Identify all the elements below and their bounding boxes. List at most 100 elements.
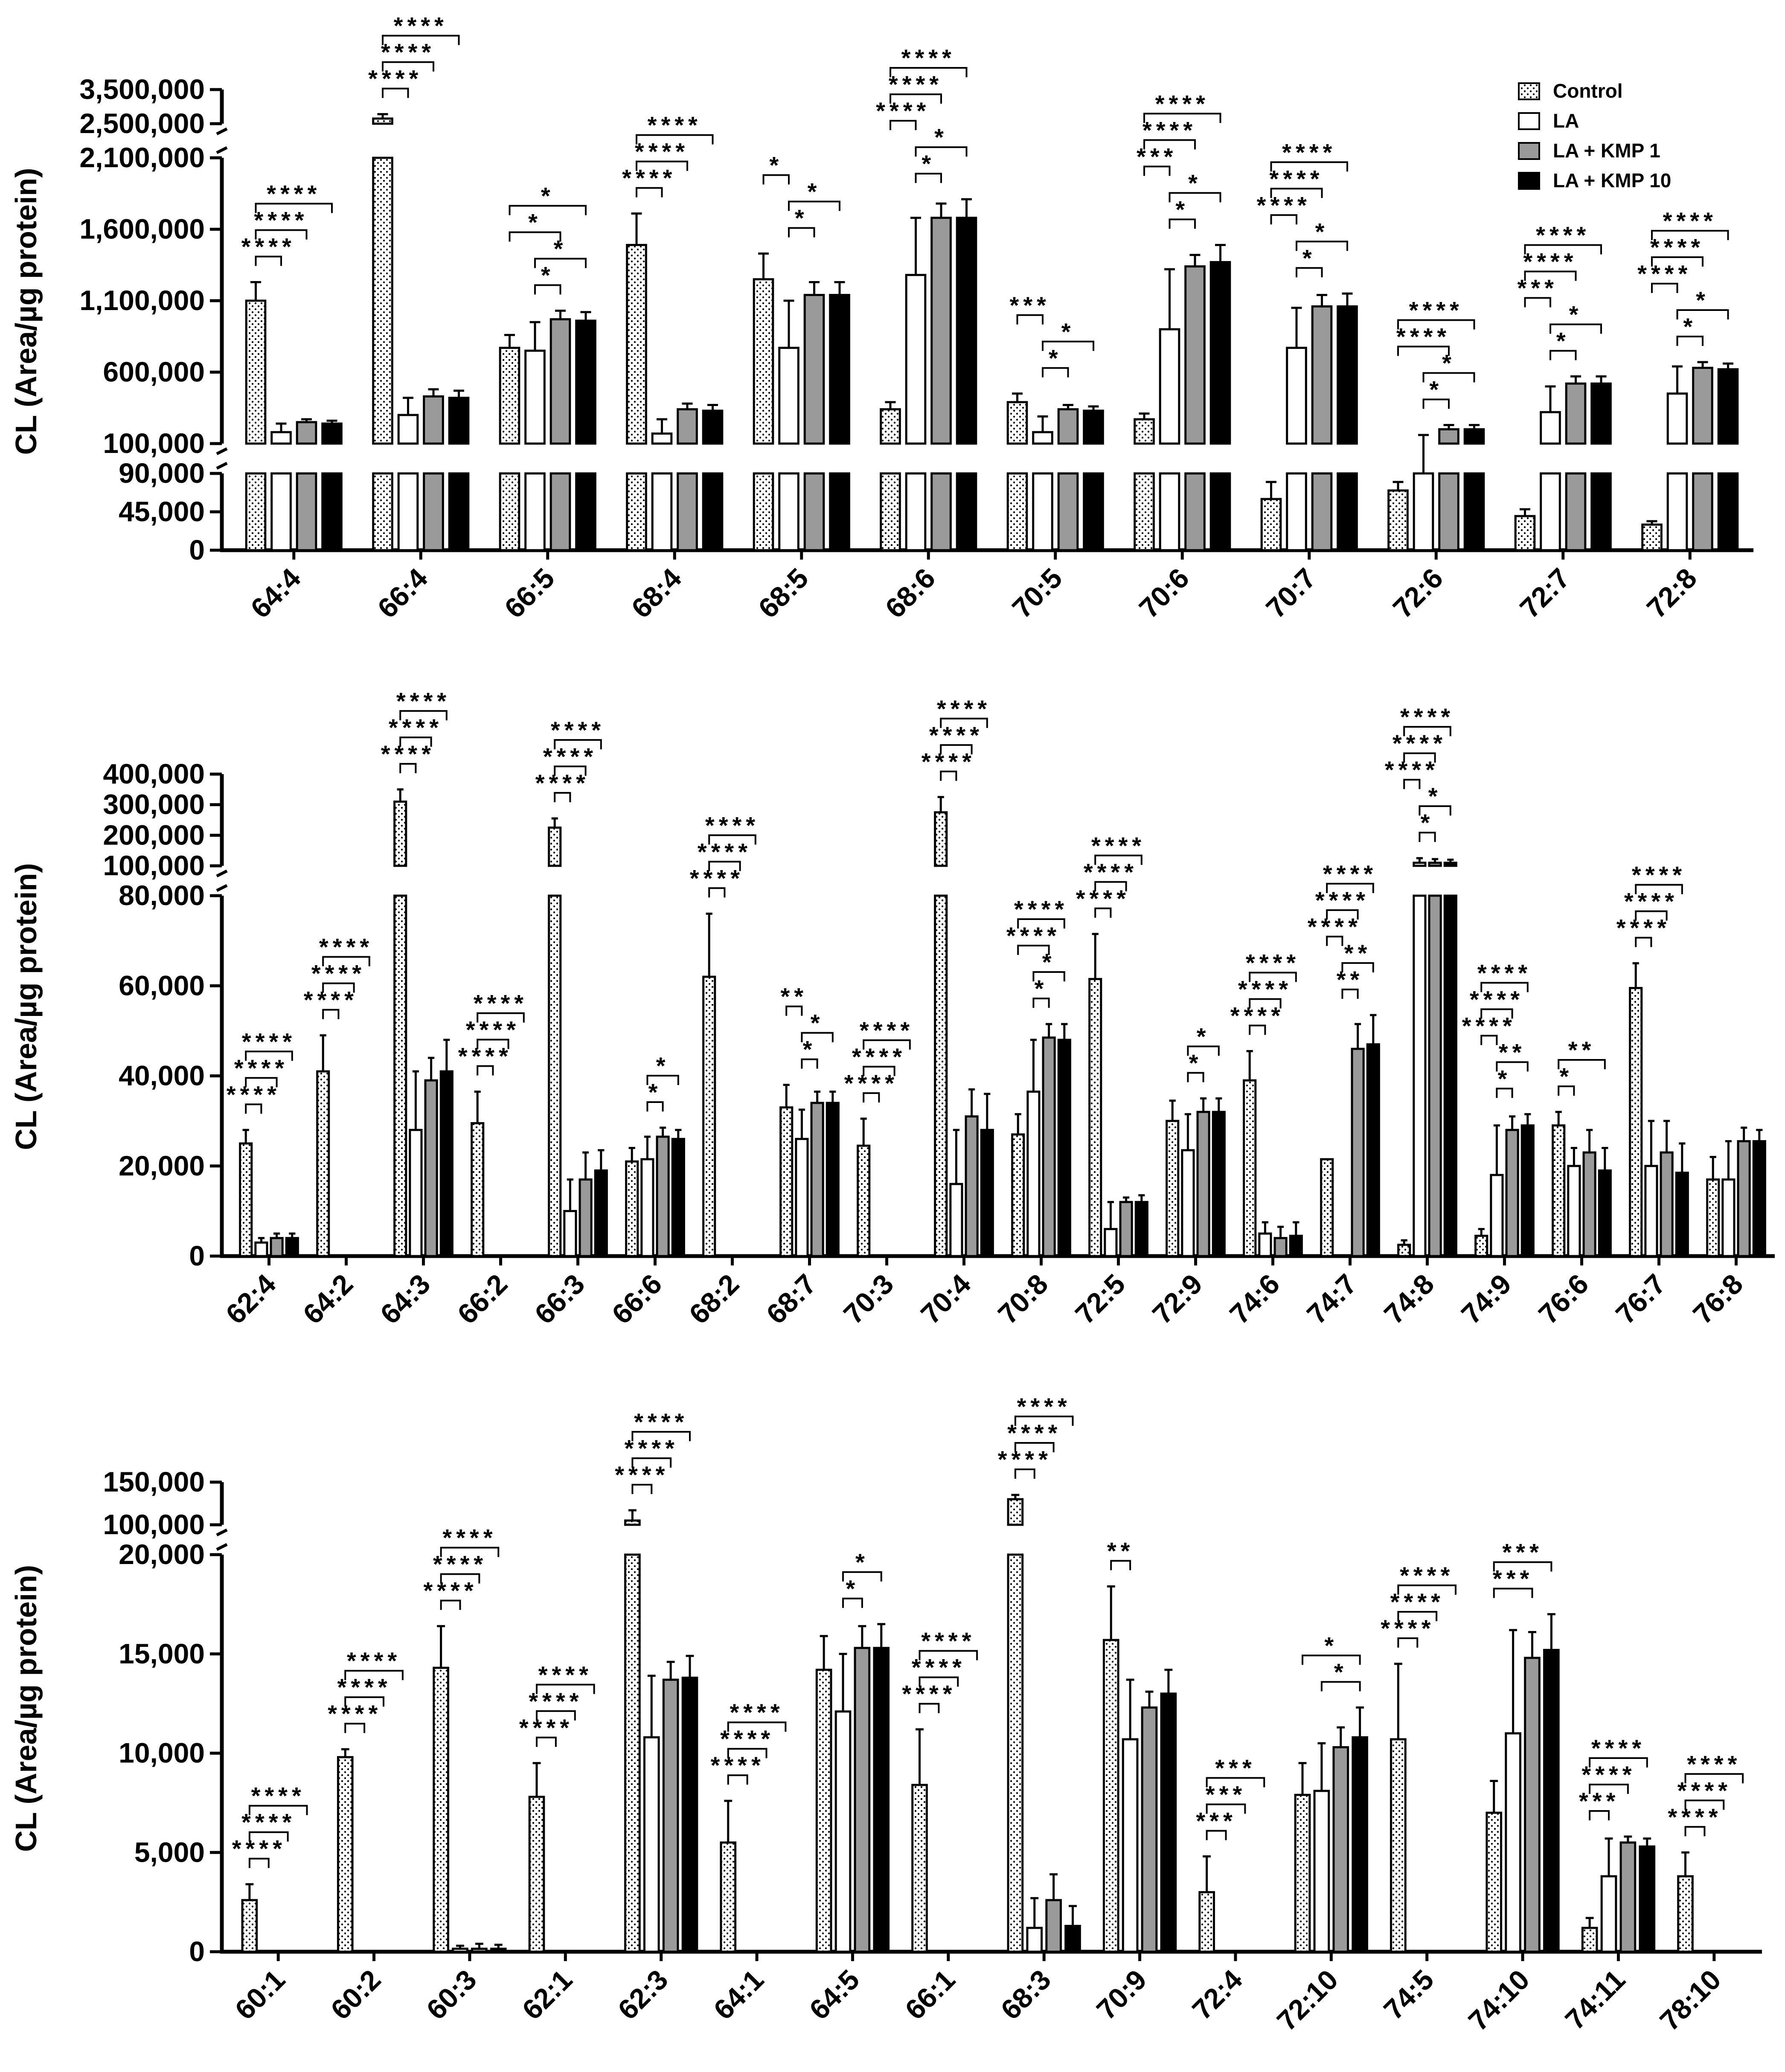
legend: Control LA LA + KMP 1 LA + KMP 10 — [1518, 80, 1671, 192]
x-category-label: 70:8 — [992, 1268, 1054, 1330]
significance-label: **** — [535, 769, 590, 796]
bar-control-62-1 — [528, 1796, 545, 1953]
bar-la-76-6 — [1567, 1165, 1581, 1257]
significance-bracket — [477, 1039, 509, 1049]
x-category-label: 76:7 — [1610, 1268, 1672, 1330]
x-category-label: 60:1 — [229, 1964, 291, 2026]
significance-bracket — [1651, 230, 1729, 241]
significance-label: **** — [648, 112, 702, 139]
significance-bracket — [1422, 372, 1475, 383]
significance-bracket — [890, 120, 917, 131]
bar-la-kmp-1-66-5 — [549, 472, 571, 551]
bar-control-68-4 — [626, 472, 647, 551]
bar-la-66-5 — [524, 349, 546, 445]
bar-la-kmp-1-68-5 — [803, 294, 825, 445]
significance-label: * — [541, 261, 555, 288]
significance-bracket — [534, 258, 587, 268]
x-category-label: 76:6 — [1532, 1268, 1595, 1330]
significance-label: * — [1302, 244, 1316, 271]
significance-label: * — [1569, 301, 1583, 328]
significance-bracket — [1187, 1045, 1220, 1056]
bar-control-70-8 — [1011, 1133, 1025, 1257]
axis-break-mark — [216, 127, 228, 136]
bar-control-64-5 — [815, 1669, 832, 1953]
significance-label: **** — [1323, 860, 1377, 887]
significance-label: **** — [1462, 1012, 1516, 1039]
bar-la-kmp-10-74-8 — [1443, 894, 1457, 1257]
bar-la-kmp-1-74-8 — [1428, 894, 1442, 1257]
significance-label: **** — [1076, 885, 1130, 912]
x-category-label: 70:4 — [915, 1268, 977, 1330]
bar-la-kmp-1-70-6 — [1184, 265, 1206, 445]
significance-label: **** — [1650, 234, 1704, 261]
significance-bracket — [1206, 1777, 1265, 1788]
x-category-label: 78:10 — [1654, 1964, 1727, 2037]
significance-bracket — [636, 134, 714, 145]
significance-bracket — [1397, 1584, 1456, 1595]
significance-label: **** — [635, 138, 689, 165]
bar-la-62-3 — [643, 1736, 660, 1953]
significance-label: * — [1061, 318, 1075, 345]
significance-label: **** — [1393, 730, 1447, 757]
bar-control-68-6 — [880, 408, 901, 445]
significance-label: * — [1324, 1632, 1338, 1659]
significance-bracket — [1143, 165, 1171, 176]
bar-control-72-10 — [1294, 1793, 1311, 1953]
bar-la-kmp-10-72-10 — [1352, 1736, 1368, 1953]
significance-bracket — [646, 1101, 664, 1111]
bar-control-76-8 — [1706, 1178, 1720, 1257]
x-category-label: 74:10 — [1462, 1964, 1535, 2037]
bar-la-kmp-1-68-4 — [677, 472, 698, 551]
significance-bracket — [248, 1831, 289, 1842]
significance-bracket — [915, 173, 942, 183]
x-category-label: 60:2 — [325, 1964, 387, 2026]
significance-label: * — [1696, 287, 1709, 313]
y-tick-label: 1,100,000 — [79, 284, 205, 316]
significance-label: **** — [844, 1070, 898, 1097]
bar-control-72-4 — [1198, 1891, 1215, 1953]
axis-break-mark — [216, 1543, 228, 1551]
x-category-label: 74:11 — [1559, 1964, 1631, 2036]
significance-bracket — [1589, 1810, 1610, 1821]
significance-bracket — [1524, 270, 1577, 281]
significance-bracket — [727, 1774, 748, 1785]
significance-label: **** — [227, 1081, 281, 1108]
x-category-label: 68:2 — [683, 1268, 745, 1330]
significance-label: **** — [1536, 222, 1590, 249]
bar-la-kmp-1-64-3 — [424, 1079, 438, 1257]
x-category-label: 72:5 — [1069, 1268, 1131, 1330]
chart-panel-2: CL (Area/µg protein) 0 20,000 40,000 60,000 8… — [9, 688, 1775, 1330]
significance-label: **** — [1091, 832, 1145, 859]
bar-la-kmp-10-74-11 — [1639, 1845, 1656, 1953]
x-category-label: 64:4 — [244, 562, 307, 624]
significance-bracket — [1419, 832, 1436, 842]
significance-label: * — [1188, 169, 1202, 196]
bar-la-kmp-10-66-3 — [594, 1169, 608, 1257]
significance-bracket — [631, 1484, 653, 1494]
bar-control-68-3 — [1007, 1553, 1024, 1953]
significance-bracket — [919, 1650, 978, 1660]
x-category-label: 76:8 — [1687, 1268, 1749, 1330]
bar-la-kmp-10-72-6 — [1463, 472, 1485, 551]
significance-label: **** — [1238, 975, 1292, 1002]
significance-bracket — [1032, 998, 1050, 1008]
legend-swatch-2 — [1518, 112, 1540, 130]
significance-label: **** — [1396, 323, 1451, 350]
significance-bracket — [322, 982, 355, 993]
significance-bracket — [940, 770, 957, 781]
bar-la-kmp-1-72-5 — [1119, 1201, 1133, 1257]
bar-la-kmp-1-76-8 — [1737, 1140, 1751, 1257]
y-axis-title: CL (Area/µg protein) — [9, 863, 43, 1150]
significance-label: **** — [1687, 1750, 1741, 1777]
bar-la-kmp-1-70-6 — [1184, 472, 1206, 551]
significance-label: **** — [442, 1524, 497, 1551]
significance-label: **** — [634, 1408, 688, 1435]
bar-la-kmp-1-72-6 — [1438, 472, 1459, 551]
bar-la-kmp-1-70-5 — [1057, 408, 1079, 445]
significance-label: * — [648, 1079, 662, 1106]
bar-la-74-11 — [1600, 1875, 1617, 1953]
bar-control-70-5 — [1006, 401, 1028, 445]
significance-bracket — [536, 1736, 557, 1747]
significance-bracket — [1480, 982, 1529, 992]
bar-la-kmp-1-64-4 — [296, 472, 317, 551]
